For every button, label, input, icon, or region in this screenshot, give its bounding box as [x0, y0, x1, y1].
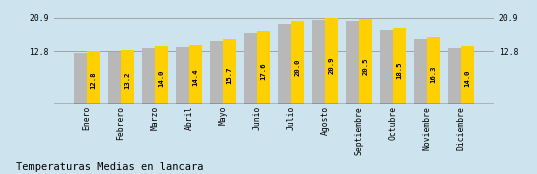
Text: 18.5: 18.5	[396, 61, 403, 79]
Bar	[311, 20, 324, 104]
Text: 14.0: 14.0	[465, 70, 470, 87]
Bar	[108, 52, 121, 104]
Bar	[461, 46, 474, 104]
Bar	[393, 28, 406, 104]
Bar	[155, 46, 168, 104]
Bar	[244, 34, 257, 104]
Bar	[448, 48, 461, 104]
Bar	[210, 41, 223, 104]
Bar	[257, 31, 270, 104]
Text: 15.7: 15.7	[227, 66, 233, 84]
Bar	[176, 47, 188, 104]
Text: 16.3: 16.3	[431, 65, 437, 83]
Bar	[189, 45, 202, 104]
Bar	[74, 53, 86, 104]
Bar	[413, 39, 426, 104]
Text: Temperaturas Medias en lancara: Temperaturas Medias en lancara	[16, 162, 204, 172]
Bar	[87, 51, 100, 104]
Bar	[121, 50, 134, 104]
Bar	[346, 21, 359, 104]
Text: 14.4: 14.4	[193, 69, 199, 86]
Text: 12.8: 12.8	[91, 72, 97, 89]
Bar	[325, 18, 338, 104]
Text: 17.6: 17.6	[260, 63, 266, 80]
Text: 20.9: 20.9	[329, 57, 335, 74]
Bar	[291, 21, 304, 104]
Text: 13.2: 13.2	[125, 71, 130, 89]
Text: 14.0: 14.0	[158, 70, 165, 87]
Bar	[427, 37, 440, 104]
Bar	[380, 30, 393, 104]
Bar	[142, 48, 155, 104]
Bar	[223, 39, 236, 104]
Text: 20.0: 20.0	[295, 58, 301, 76]
Bar	[278, 23, 291, 104]
Bar	[359, 19, 372, 104]
Text: 20.5: 20.5	[362, 57, 368, 75]
